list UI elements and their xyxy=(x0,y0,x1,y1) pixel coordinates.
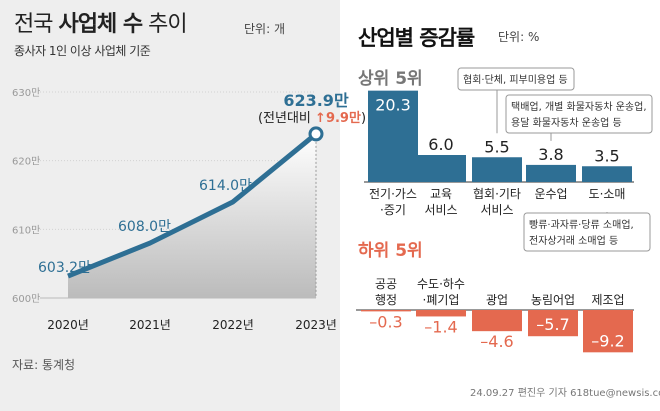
area-fill xyxy=(68,133,316,298)
up-arrow-icon: ↑ xyxy=(315,111,326,126)
value-label: 6.0 xyxy=(428,135,453,154)
series-line xyxy=(67,131,318,279)
y-tick-label: 620만 xyxy=(12,156,40,168)
data-label: 623.9만 xyxy=(283,91,349,110)
value-label: –5.7 xyxy=(536,315,569,334)
right-chart-title: 산업별 증감률 xyxy=(358,26,475,50)
line-chart: 600만 610만 620만 630만 603.2만 608.0만 614.0만 623.9만… xyxy=(12,87,366,332)
top5-heading: 상위 5위 xyxy=(358,69,423,89)
value-label: 3.5 xyxy=(594,146,619,165)
data-label: 608.0만 xyxy=(118,219,171,235)
data-label: 614.0만 xyxy=(199,178,252,194)
change-annotation: (전년대비 ↑9.9만) xyxy=(258,110,366,126)
value-label: 3.8 xyxy=(538,145,563,164)
annotation-prefix: (전년대비 xyxy=(258,111,315,126)
title-plain: 전국 xyxy=(14,12,59,37)
category-label: ·증기 xyxy=(380,203,406,217)
credit-line: 24.09.27 편진우 기자 618tue@newsis.com xyxy=(470,388,660,399)
bar xyxy=(416,155,466,182)
category-label: 서비스 xyxy=(480,203,513,217)
x-tick-label: 2023년 xyxy=(295,318,337,332)
x-tick-label: 2021년 xyxy=(129,318,171,332)
left-chart-title: 전국 사업체 수 추이 xyxy=(14,6,188,38)
callout-box xyxy=(523,212,651,252)
callout-text: 빵류·과자류·당류 소매업, xyxy=(529,218,634,231)
y-tick-label: 600만 xyxy=(12,293,40,305)
y-tick-label: 610만 xyxy=(12,224,40,236)
bar xyxy=(526,164,576,182)
bar xyxy=(472,157,522,182)
category-label: 공공 xyxy=(375,277,397,291)
bottom5-heading: 하위 5위 xyxy=(358,241,423,261)
callout-text: 협회·단체, 피부미용업 등 xyxy=(463,73,568,86)
value-label: –4.6 xyxy=(480,332,513,351)
bar xyxy=(528,310,578,337)
value-label: –0.3 xyxy=(369,312,402,331)
category-label: 전기·가스 xyxy=(369,187,417,201)
x-tick-label: 2022년 xyxy=(212,318,254,332)
bar xyxy=(361,310,411,312)
category-label: 협회·기타 xyxy=(473,187,521,201)
category-label: 제조업 xyxy=(591,293,624,307)
bar xyxy=(368,90,418,182)
category-label: 농림어업 xyxy=(531,293,575,307)
callout-box xyxy=(457,67,575,91)
value-label: –1.4 xyxy=(424,317,457,336)
callout-box xyxy=(505,94,653,134)
left-chart-unit: 단위: 개 xyxy=(244,22,285,36)
data-label: 603.2만 xyxy=(38,260,91,276)
category-label: 행정 xyxy=(375,292,397,307)
title-tail: 추이 xyxy=(142,12,188,37)
x-tick-label: 2020년 xyxy=(47,318,89,332)
category-label: 서비스 xyxy=(424,203,457,217)
category-label: ·폐기업 xyxy=(423,293,460,307)
category-label: 광업 xyxy=(486,293,508,307)
annotation-value: 9.9만 xyxy=(326,110,361,126)
bar xyxy=(472,310,522,332)
left-chart-subtitle: 종사자 1인 이상 사업체 기준 xyxy=(14,44,151,58)
callout-text: 택배업, 개별 화물자동차 운송업, xyxy=(511,100,647,113)
category-label: 수도·하수 xyxy=(417,277,465,291)
value-label: –9.2 xyxy=(591,331,624,350)
value-label: 5.5 xyxy=(484,137,509,156)
annotation-suffix: ) xyxy=(361,111,366,126)
bar xyxy=(416,310,466,317)
bar xyxy=(582,166,632,182)
callout-text: 전자상거래 소매업 등 xyxy=(529,234,618,247)
data-point xyxy=(308,126,324,142)
value-label: 20.3 xyxy=(375,96,411,115)
callout-text: 용달 화물자동차 운송업 등 xyxy=(511,116,622,129)
y-tick-label: 630만 xyxy=(12,87,40,99)
category-label: 도·소매 xyxy=(589,187,626,201)
title-bold: 사업체 수 xyxy=(58,12,143,37)
right-chart-unit: 단위: % xyxy=(498,30,540,44)
category-label: 운수업 xyxy=(534,187,567,201)
source-note: 자료: 통계청 xyxy=(12,358,76,372)
category-label: 교육 xyxy=(430,187,452,201)
bar xyxy=(583,310,633,353)
